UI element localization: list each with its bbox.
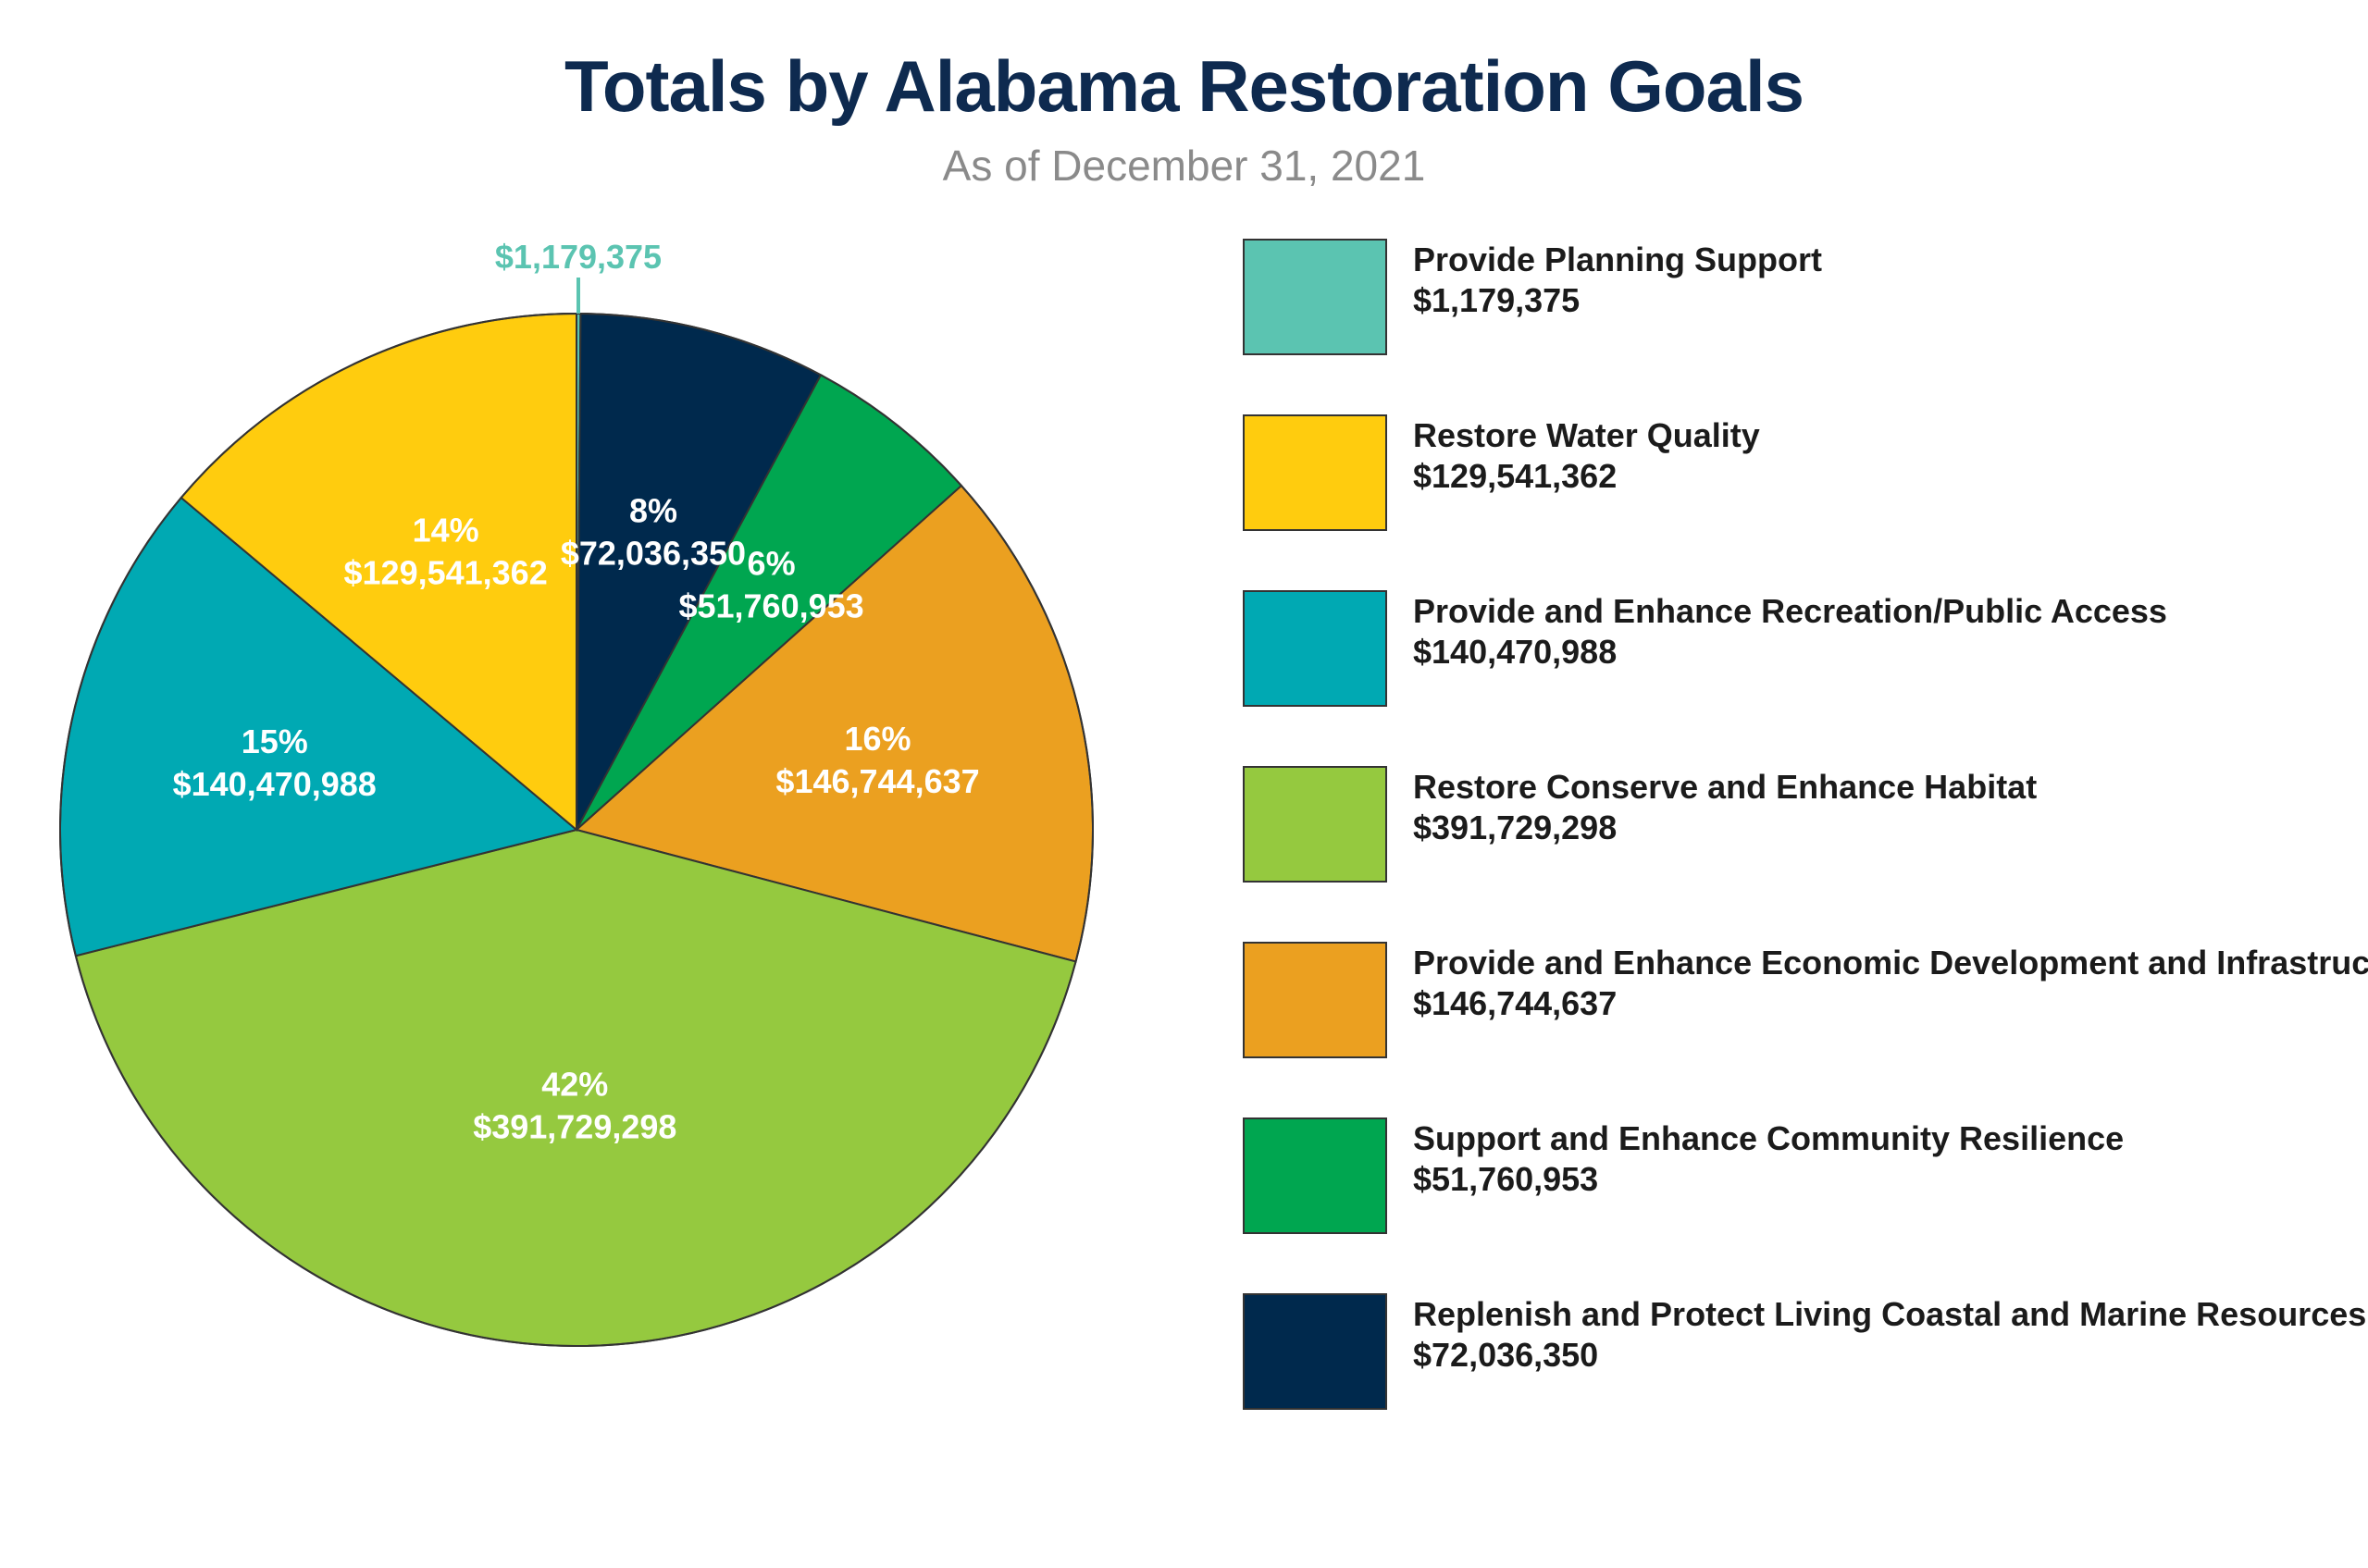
legend-swatch xyxy=(1243,766,1387,883)
legend-swatch xyxy=(1243,590,1387,707)
legend-item: Provide and Enhance Recreation/Public Ac… xyxy=(1243,590,2353,710)
legend-item: Restore Water Quality $129,541,362 xyxy=(1243,414,2353,535)
legend-value: $72,036,350 xyxy=(1413,1336,1599,1374)
legend-value: $129,541,362 xyxy=(1413,457,1618,495)
slice-value-label: $51,760,953 xyxy=(678,587,863,625)
legend-swatch xyxy=(1243,1293,1387,1410)
legend-value: $140,470,988 xyxy=(1413,633,1618,671)
legend-label: Replenish and Protect Living Coastal and… xyxy=(1413,1295,2367,1333)
legend-value: $391,729,298 xyxy=(1413,809,1618,846)
legend-value: $51,760,953 xyxy=(1413,1160,1599,1198)
legend-item: Provide and Enhance Economic Development… xyxy=(1243,942,2368,1062)
slice-value-label: $72,036,350 xyxy=(561,535,746,573)
slice-value-label: $129,541,362 xyxy=(344,554,548,592)
pie-labels: $1,179,375 8% $72,036,350 6% $51,760,953 16% $… xyxy=(173,238,980,1146)
legend-label: Provide Planning Support xyxy=(1413,241,1823,278)
slice-percent-label: 14% xyxy=(413,512,479,549)
legend-swatch xyxy=(1243,942,1387,1058)
legend-swatch xyxy=(1243,414,1387,531)
legend-label: Restore Water Quality xyxy=(1413,416,1760,454)
legend-value: $1,179,375 xyxy=(1413,281,1581,319)
slice-value-label: $146,744,637 xyxy=(775,762,979,800)
legend-item: Restore Conserve and Enhance Habitat $39… xyxy=(1243,766,2353,886)
legend-label: Provide and Enhance Recreation/Public Ac… xyxy=(1413,592,2167,630)
legend-label: Provide and Enhance Economic Development… xyxy=(1413,944,2368,982)
pie-chart: $1,179,375 8% $72,036,350 6% $51,760,953 16% $… xyxy=(59,238,1094,1347)
chart-subtitle: As of December 31, 2021 xyxy=(942,142,1426,190)
slice-value-label: $140,470,988 xyxy=(173,765,377,803)
slice-percent-label: 8% xyxy=(629,492,677,530)
legend-item: Support and Enhance Community Resilience… xyxy=(1243,1117,2353,1238)
slice-percent-label: 42% xyxy=(541,1066,608,1104)
pie-slices xyxy=(59,312,1094,1347)
chart-title: Totals by Alabama Restoration Goals xyxy=(564,45,1804,127)
legend-label: Restore Conserve and Enhance Habitat xyxy=(1413,768,2038,806)
legend-item: Replenish and Protect Living Coastal and… xyxy=(1243,1293,2366,1414)
legend-item: Provide Planning Support $1,179,375 xyxy=(1243,239,2353,359)
slice-percent-label: 16% xyxy=(845,720,911,758)
slice-percent-label: 15% xyxy=(242,722,308,760)
slice-value-label: $391,729,298 xyxy=(473,1108,676,1146)
legend-swatch xyxy=(1243,1117,1387,1234)
legend-value: $146,744,637 xyxy=(1413,984,1618,1022)
legend-label: Support and Enhance Community Resilience xyxy=(1413,1119,2125,1157)
legend-swatch xyxy=(1243,239,1387,355)
slice-percent-label: 6% xyxy=(748,545,796,583)
slice-value-label: $1,179,375 xyxy=(495,238,662,276)
